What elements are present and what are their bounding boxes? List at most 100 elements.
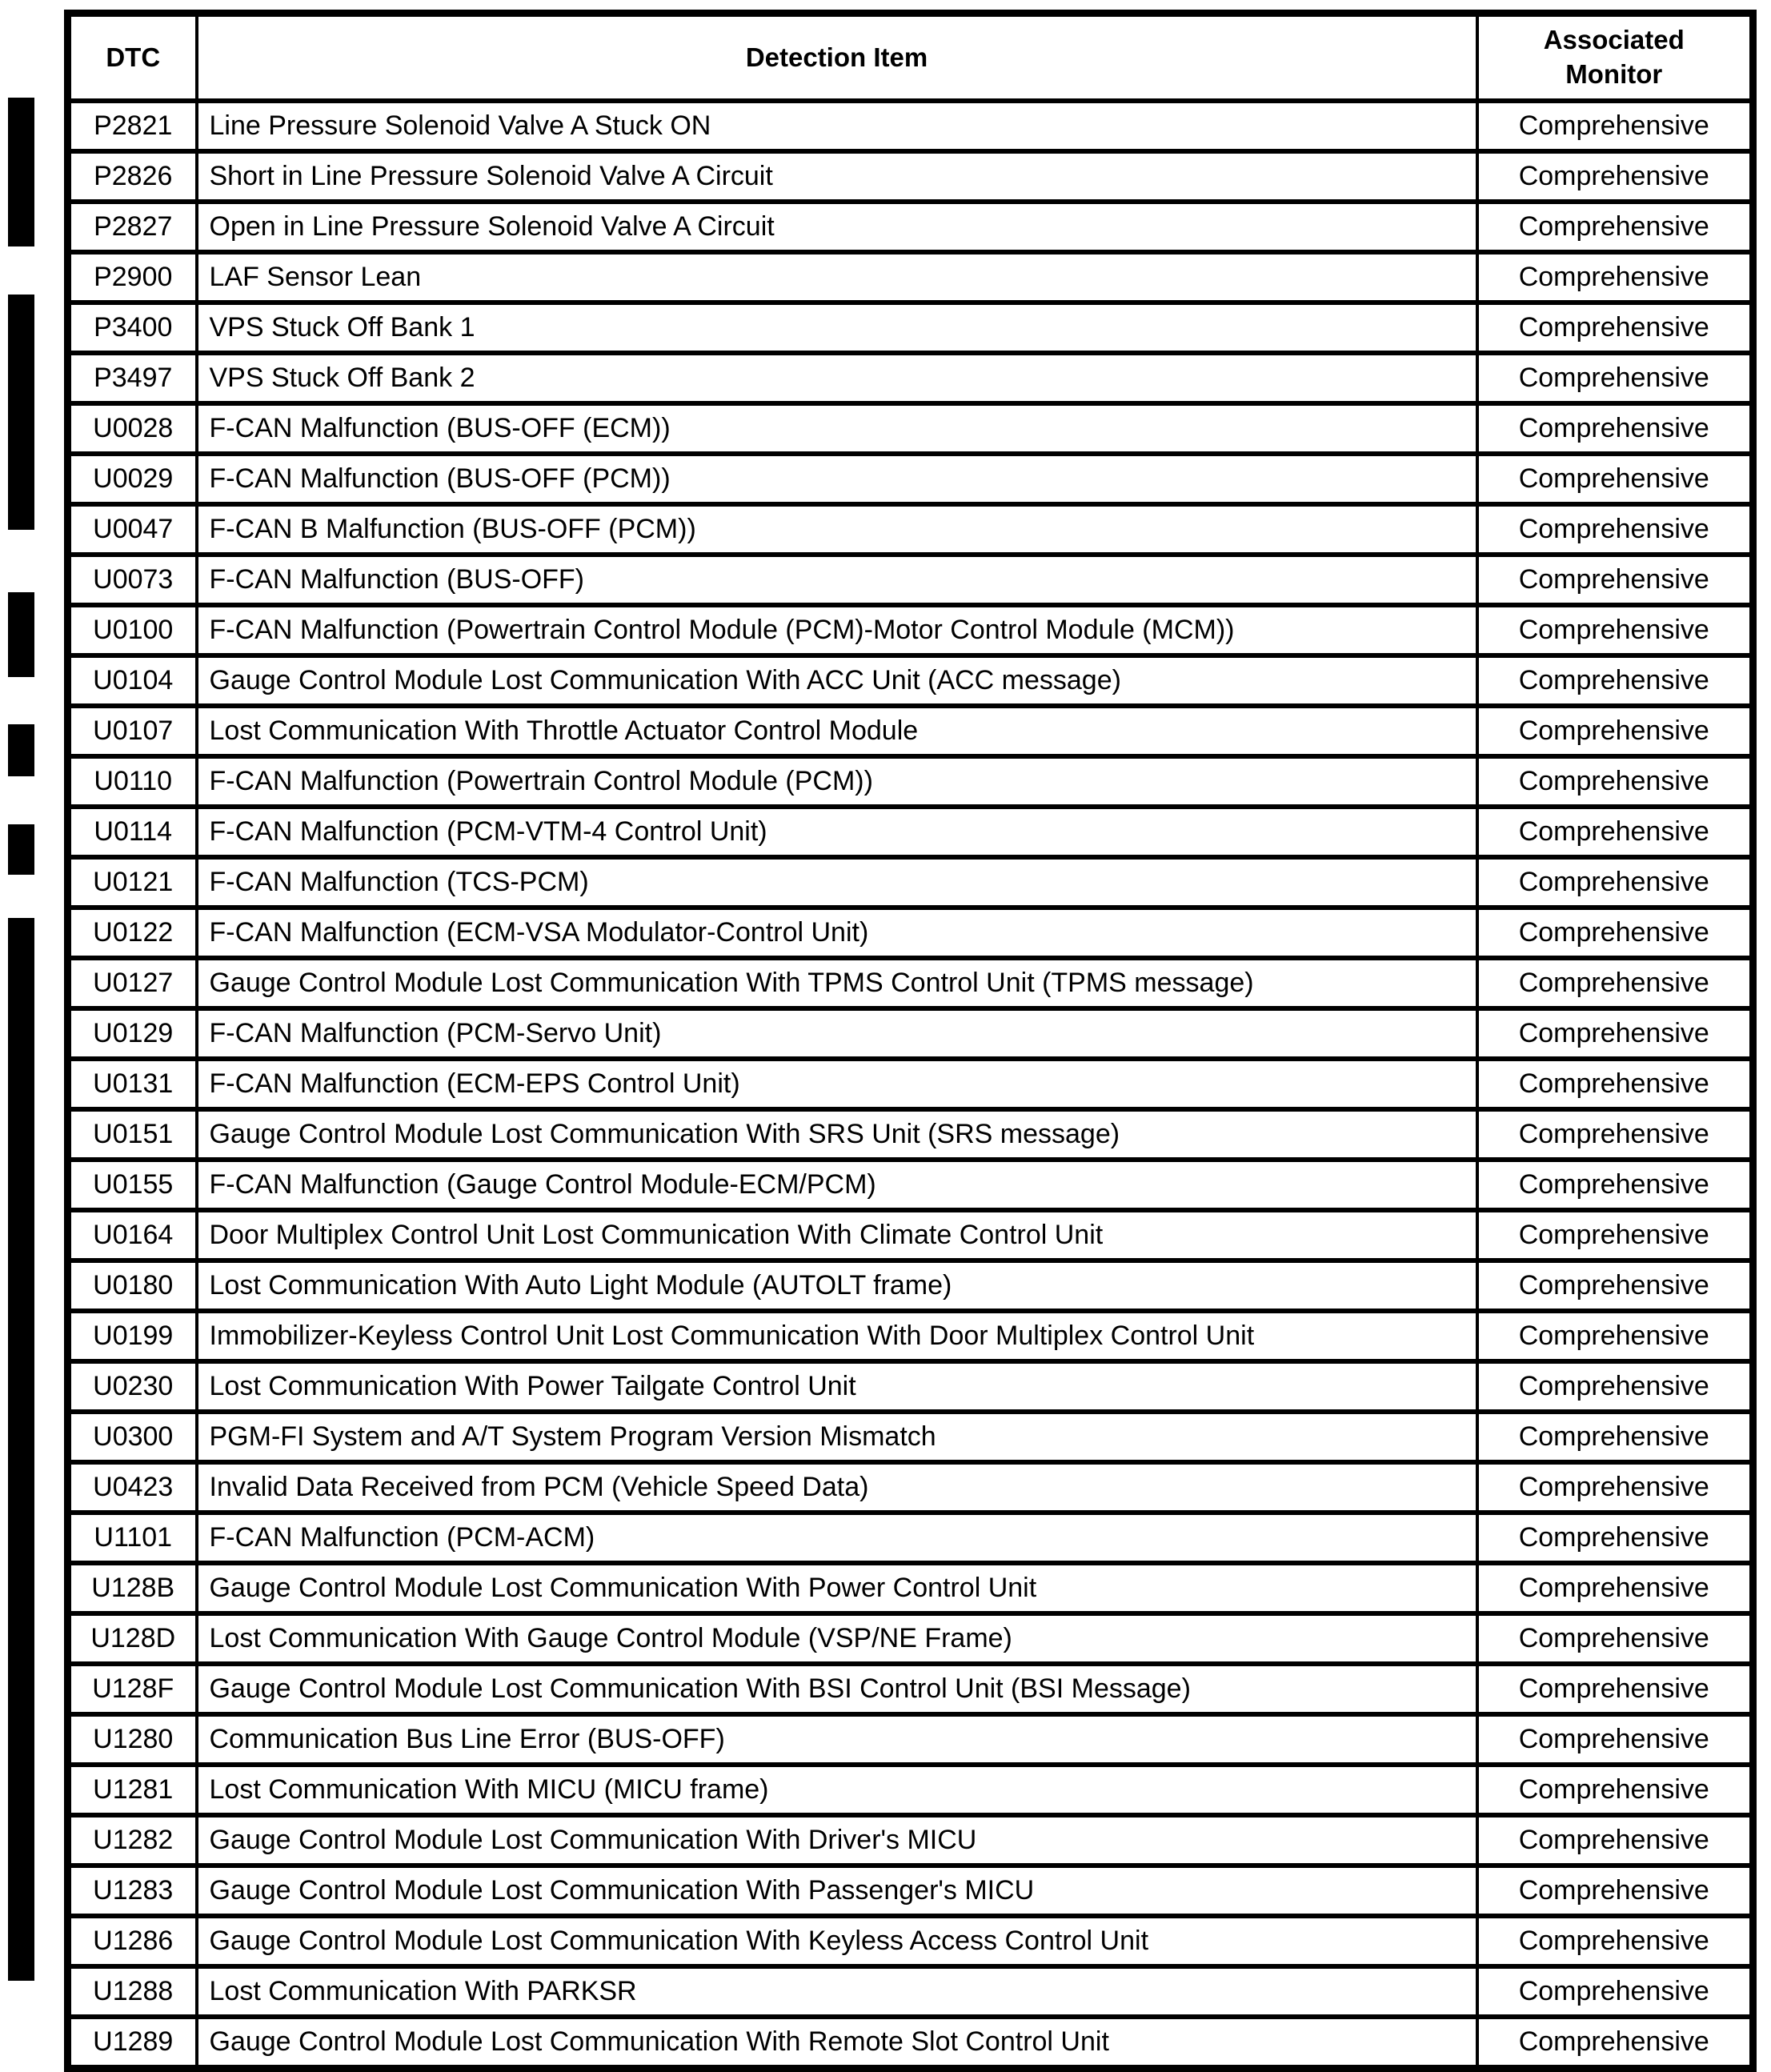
table-row: U128D Lost Communication With Gauge Cont… xyxy=(66,1611,1755,1666)
detection-item-cell: F-CAN Malfunction (PCM-VTM-4 Control Uni… xyxy=(194,804,1479,860)
dtc-cell: U1286 xyxy=(66,1914,198,1969)
monitor-cell: Comprehensive xyxy=(1475,1409,1755,1465)
monitor-cell: Comprehensive xyxy=(1475,956,1755,1011)
dtc-cell: U0073 xyxy=(66,552,198,607)
dtc-cell: U0107 xyxy=(66,703,198,759)
table-row: U1282 Gauge Control Module Lost Communic… xyxy=(66,1813,1755,1868)
detection-item-cell: PGM-FI System and A/T System Program Ver… xyxy=(194,1409,1479,1465)
monitor-cell: Comprehensive xyxy=(1475,1762,1755,1818)
detection-item-cell: F-CAN Malfunction (PCM-ACM) xyxy=(194,1510,1479,1565)
monitor-cell: Comprehensive xyxy=(1475,300,1755,355)
dtc-table: DTC Detection Item Associated Monitor P2… xyxy=(64,10,1757,2072)
dtc-cell: U128B xyxy=(66,1561,198,1616)
detection-item-cell: Lost Communication With Power Tailgate C… xyxy=(194,1359,1479,1414)
table-row: U0029 F-CAN Malfunction (BUS-OFF (PCM)) … xyxy=(66,451,1755,507)
table-row: U0028 F-CAN Malfunction (BUS-OFF (ECM)) … xyxy=(66,401,1755,456)
monitor-cell: Comprehensive xyxy=(1475,1914,1755,1969)
monitor-cell: Comprehensive xyxy=(1475,1510,1755,1565)
detection-item-cell: Gauge Control Module Lost Communication … xyxy=(194,1661,1479,1717)
table-row: U0423 Invalid Data Received from PCM (Ve… xyxy=(66,1460,1755,1515)
detection-item-cell: VPS Stuck Off Bank 1 xyxy=(194,300,1479,355)
table-row: P3400 VPS Stuck Off Bank 1 Comprehensive xyxy=(66,300,1755,355)
detection-item-cell: Line Pressure Solenoid Valve A Stuck ON xyxy=(194,98,1479,154)
table-row: U0300 PGM-FI System and A/T System Progr… xyxy=(66,1409,1755,1465)
table-header-row: DTC Detection Item Associated Monitor xyxy=(66,10,1755,103)
table-row: P2827 Open in Line Pressure Solenoid Val… xyxy=(66,199,1755,254)
dtc-cell: U0423 xyxy=(66,1460,198,1515)
monitor-cell: Comprehensive xyxy=(1475,905,1755,960)
table-row: U0107 Lost Communication With Throttle A… xyxy=(66,703,1755,759)
table-row: U0199 Immobilizer-Keyless Control Unit L… xyxy=(66,1309,1755,1364)
dtc-cell: U0230 xyxy=(66,1359,198,1414)
detection-item-cell: Lost Communication With Auto Light Modul… xyxy=(194,1258,1479,1313)
monitor-cell: Comprehensive xyxy=(1475,1561,1755,1616)
table-row: U0230 Lost Communication With Power Tail… xyxy=(66,1359,1755,1414)
monitor-cell: Comprehensive xyxy=(1475,1107,1755,1162)
detection-item-cell: F-CAN Malfunction (ECM-EPS Control Unit) xyxy=(194,1056,1479,1112)
detection-item-cell: Gauge Control Module Lost Communication … xyxy=(194,956,1479,1011)
dtc-cell: U1281 xyxy=(66,1762,198,1818)
table-row: U128B Gauge Control Module Lost Communic… xyxy=(66,1561,1755,1616)
table-body: P2821 Line Pressure Solenoid Valve A Stu… xyxy=(66,98,1755,2071)
monitor-cell: Comprehensive xyxy=(1475,1359,1755,1414)
monitor-cell: Comprehensive xyxy=(1475,502,1755,557)
detection-item-cell: F-CAN Malfunction (BUS-OFF (PCM)) xyxy=(194,451,1479,507)
detection-item-cell: VPS Stuck Off Bank 2 xyxy=(194,351,1479,406)
dtc-cell: U0151 xyxy=(66,1107,198,1162)
detection-item-cell: Gauge Control Module Lost Communication … xyxy=(194,1813,1479,1868)
table-row: U1286 Gauge Control Module Lost Communic… xyxy=(66,1914,1755,1969)
dtc-cell: U0114 xyxy=(66,804,198,860)
monitor-cell: Comprehensive xyxy=(1475,451,1755,507)
table-row: U0104 Gauge Control Module Lost Communic… xyxy=(66,653,1755,708)
column-header-detection-item: Detection Item xyxy=(194,10,1479,103)
detection-item-cell: Lost Communication With Gauge Control Mo… xyxy=(194,1611,1479,1666)
detection-item-cell: F-CAN Malfunction (BUS-OFF (ECM)) xyxy=(194,401,1479,456)
detection-item-cell: Gauge Control Module Lost Communication … xyxy=(194,1561,1479,1616)
monitor-cell: Comprehensive xyxy=(1475,1863,1755,1918)
monitor-cell: Comprehensive xyxy=(1475,98,1755,154)
table-row: U0100 F-CAN Malfunction (Powertrain Cont… xyxy=(66,603,1755,658)
dtc-cell: U0127 xyxy=(66,956,198,1011)
monitor-cell: Comprehensive xyxy=(1475,1208,1755,1263)
table-row: U1288 Lost Communication With PARKSR Com… xyxy=(66,1964,1755,2019)
revision-mark xyxy=(8,824,34,875)
monitor-cell: Comprehensive xyxy=(1475,1661,1755,1717)
table-row: U0073 F-CAN Malfunction (BUS-OFF) Compre… xyxy=(66,552,1755,607)
monitor-cell: Comprehensive xyxy=(1475,250,1755,305)
dtc-cell: U128F xyxy=(66,1661,198,1717)
detection-item-cell: Communication Bus Line Error (BUS-OFF) xyxy=(194,1712,1479,1767)
monitor-cell: Comprehensive xyxy=(1475,1056,1755,1112)
dtc-cell: U0047 xyxy=(66,502,198,557)
monitor-cell: Comprehensive xyxy=(1475,855,1755,910)
detection-item-cell: Invalid Data Received from PCM (Vehicle … xyxy=(194,1460,1479,1515)
monitor-cell: Comprehensive xyxy=(1475,149,1755,204)
dtc-cell: U1283 xyxy=(66,1863,198,1918)
detection-item-cell: F-CAN Malfunction (PCM-Servo Unit) xyxy=(194,1006,1479,1061)
dtc-cell: U0180 xyxy=(66,1258,198,1313)
table-row: P3497 VPS Stuck Off Bank 2 Comprehensive xyxy=(66,351,1755,406)
table-row: P2826 Short in Line Pressure Solenoid Va… xyxy=(66,149,1755,204)
detection-item-cell: F-CAN Malfunction (BUS-OFF) xyxy=(194,552,1479,607)
monitor-cell: Comprehensive xyxy=(1475,401,1755,456)
dtc-cell: U0028 xyxy=(66,401,198,456)
monitor-cell: Comprehensive xyxy=(1475,1460,1755,1515)
table-row: U0129 F-CAN Malfunction (PCM-Servo Unit)… xyxy=(66,1006,1755,1061)
revision-mark xyxy=(8,918,34,1981)
detection-item-cell: F-CAN Malfunction (Powertrain Control Mo… xyxy=(194,754,1479,809)
detection-item-cell: Short in Line Pressure Solenoid Valve A … xyxy=(194,149,1479,204)
table-row: U1280 Communication Bus Line Error (BUS-… xyxy=(66,1712,1755,1767)
table-row: U0127 Gauge Control Module Lost Communic… xyxy=(66,956,1755,1011)
monitor-cell: Comprehensive xyxy=(1475,199,1755,254)
monitor-cell: Comprehensive xyxy=(1475,1157,1755,1212)
detection-item-cell: Gauge Control Module Lost Communication … xyxy=(194,1107,1479,1162)
column-header-associated-monitor: Associated Monitor xyxy=(1475,10,1755,103)
dtc-cell: U0121 xyxy=(66,855,198,910)
monitor-cell: Comprehensive xyxy=(1475,1309,1755,1364)
dtc-cell: U0129 xyxy=(66,1006,198,1061)
monitor-cell: Comprehensive xyxy=(1475,1006,1755,1061)
detection-item-cell: Lost Communication With PARKSR xyxy=(194,1964,1479,2019)
table-row: P2821 Line Pressure Solenoid Valve A Stu… xyxy=(66,98,1755,154)
monitor-cell: Comprehensive xyxy=(1475,1258,1755,1313)
monitor-cell: Comprehensive xyxy=(1475,804,1755,860)
monitor-cell: Comprehensive xyxy=(1475,552,1755,607)
